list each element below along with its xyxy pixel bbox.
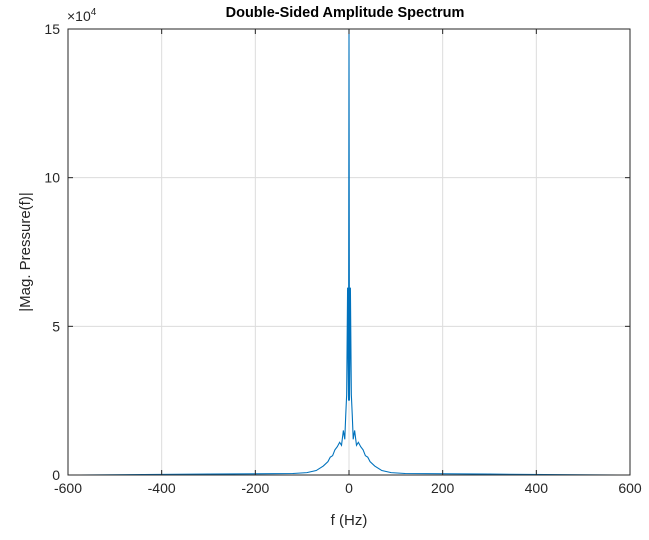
y-axis-title: |Mag. Pressure(f)| [17, 192, 34, 312]
y-exponent-base: ×10 [67, 8, 91, 24]
x-tick-label: -400 [148, 480, 176, 496]
y-tick-label: 5 [52, 318, 60, 334]
x-tick-label: -200 [241, 480, 269, 496]
y-exponent-label: ×104 [67, 7, 97, 24]
x-tick-label: 400 [525, 480, 549, 496]
chart-title: Double-Sided Amplitude Spectrum [226, 5, 465, 21]
x-tick-label: 200 [431, 480, 455, 496]
y-exponent-power: 4 [91, 7, 97, 18]
y-tick-label: 0 [52, 467, 60, 483]
y-tick-label: 15 [44, 21, 60, 37]
tick-layer: -600 -400 -200 0 200 400 600 0 5 10 15 [44, 21, 641, 496]
x-tick-label: 0 [345, 480, 353, 496]
x-axis-title: f (Hz) [331, 512, 368, 529]
y-tick-label: 10 [44, 170, 60, 186]
x-tick-label: 600 [618, 480, 642, 496]
x-tick-label: -600 [54, 480, 82, 496]
